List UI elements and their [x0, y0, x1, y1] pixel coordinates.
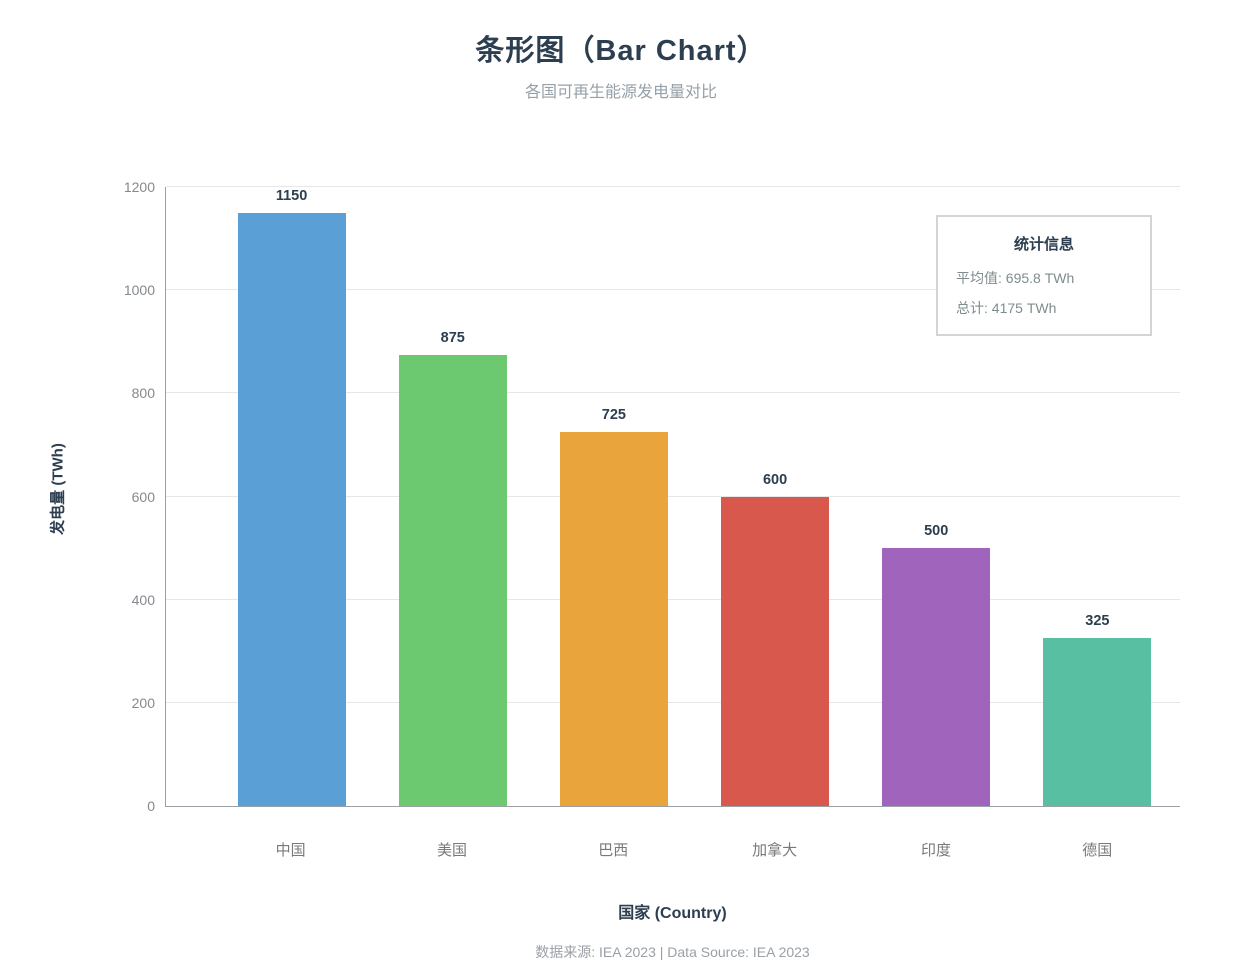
bar-value-label: 325: [1085, 613, 1110, 630]
y-tick-label: 200: [131, 694, 155, 711]
x-tick-label: 美国: [436, 842, 467, 859]
x-tick-label: 印度: [920, 842, 951, 859]
stats-line: 总计: 4175 TWh: [956, 300, 1057, 316]
gridline: [166, 289, 1180, 291]
x-tick-label: 德国: [1082, 842, 1113, 859]
bar-slot: 1150: [237, 187, 346, 806]
bar-value-label: 875: [440, 329, 465, 346]
y-tick-label: 800: [131, 385, 155, 402]
gridline: [166, 598, 1180, 600]
gridlines: [166, 186, 1180, 806]
bar-value-label: 725: [601, 407, 626, 424]
y-tick-label: 600: [131, 488, 155, 505]
bar-巴西[interactable]: [559, 432, 668, 806]
bar-chart-page: 条形图（Bar Chart） 各国可再生能源发电量对比 发电量 (TWh) 0 2…: [0, 27, 1242, 976]
footer-source: 数据来源: IEA 2023 | Data Source: IEA 2023: [535, 944, 810, 960]
bar-中国[interactable]: [237, 212, 346, 806]
bar-印度[interactable]: [882, 548, 991, 806]
stats-lines: 平均值: 695.8 TWh 总计: 4175 TWh: [956, 268, 1132, 318]
page-title: 条形图（Bar Chart）: [475, 35, 767, 67]
y-tick-label: 0: [147, 798, 155, 814]
y-tick-label: 400: [131, 591, 155, 608]
bar-加拿大[interactable]: [721, 496, 830, 806]
bar-slot: 875: [398, 187, 507, 806]
y-tick-label: 1000: [123, 282, 155, 299]
bar-slot: 725: [559, 187, 668, 806]
gridline: [166, 392, 1180, 394]
stats-box-title: 统计信息: [1013, 236, 1074, 253]
bar-slot: 600: [721, 187, 830, 806]
y-axis-title: 发电量 (TWh): [49, 443, 67, 535]
bar-slot: 500: [882, 187, 991, 806]
x-labels: 中国 美国 巴西 加拿大 印度 德国: [165, 839, 1180, 860]
bars: 1150 875 725 600 500 325: [211, 187, 1178, 806]
x-tick-label: 巴西: [598, 842, 629, 859]
gridline: [166, 495, 1180, 497]
bar-value-label: 1150: [275, 187, 308, 204]
stats-box: 统计信息 平均值: 695.8 TWh 总计: 4175 TWh: [936, 215, 1152, 336]
gridline: [166, 186, 1180, 187]
bar-value-label: 500: [924, 523, 949, 540]
y-tick-label: 1200: [123, 179, 155, 195]
page-subtitle: 各国可再生能源发电量对比: [524, 84, 717, 101]
bar-slot: 325: [1043, 187, 1152, 806]
gridline: [166, 701, 1180, 703]
x-axis-title: 国家 (Country): [618, 905, 727, 922]
plot-area: 0 200 400 600 800 1000 1200 1150 875 725 600 500 32…: [124, 179, 1180, 814]
bar-美国[interactable]: [398, 354, 507, 806]
bar-德国[interactable]: [1043, 638, 1152, 806]
y-ticks: 0 200 400 600 800 1000 1200: [124, 179, 1180, 814]
x-tick-label: 中国: [275, 842, 306, 859]
x-tick-label: 加拿大: [752, 842, 798, 859]
bar-value-label: 600: [762, 471, 788, 488]
stats-line: 平均值: 695.8 TWh: [956, 270, 1075, 286]
